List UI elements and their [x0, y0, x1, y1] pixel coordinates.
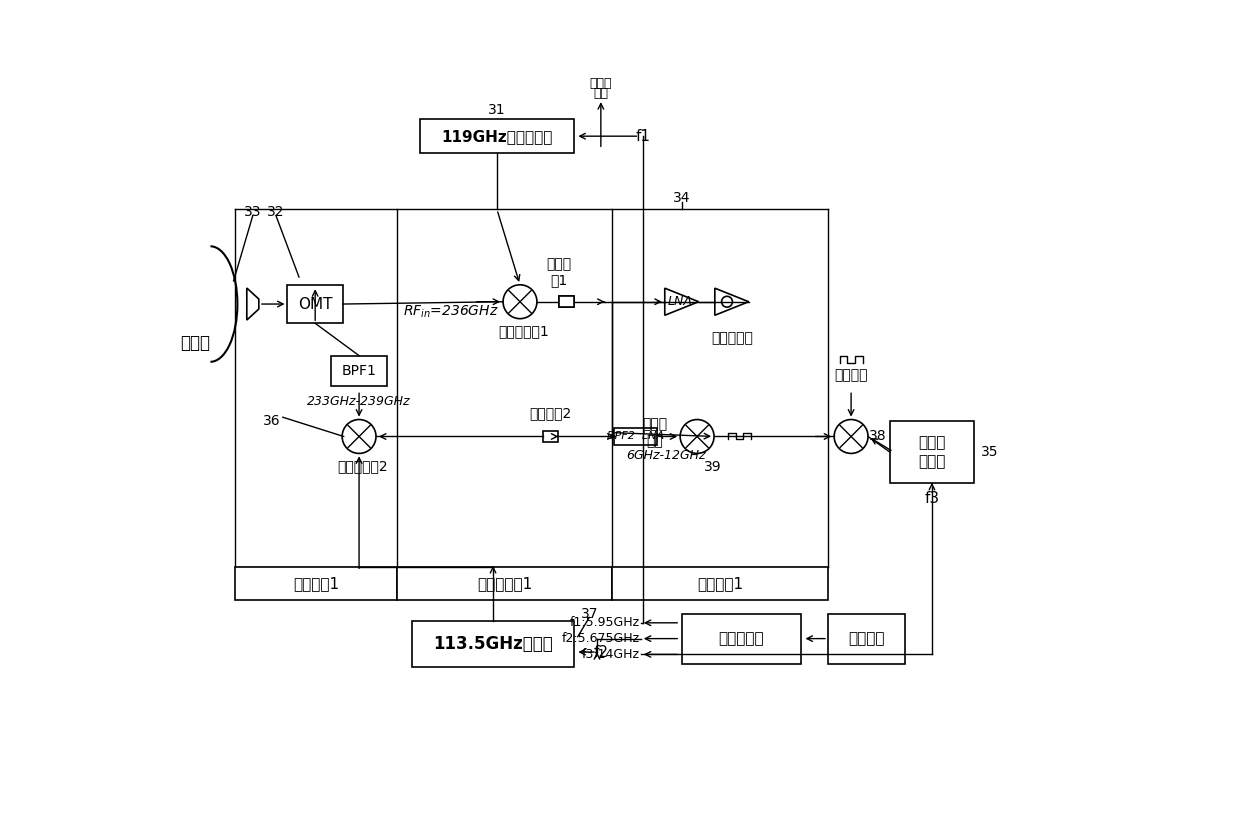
Bar [682, 614, 801, 663]
Text: BPF2  LNA: BPF2 LNA [606, 431, 665, 441]
Text: f1: f1 [636, 129, 651, 144]
Text: 6GHz-12GHz: 6GHz-12GHz [626, 449, 706, 462]
Text: 119GHz本振源模块: 119GHz本振源模块 [441, 129, 553, 144]
Text: 113.5GHz本振源: 113.5GHz本振源 [433, 636, 553, 654]
Text: 32: 32 [267, 204, 285, 219]
Text: 频率综合器: 频率综合器 [718, 631, 764, 646]
Bar [889, 421, 975, 483]
Text: f2: f2 [594, 645, 609, 659]
Text: 38: 38 [869, 430, 887, 444]
Bar [412, 621, 574, 667]
Text: 233GHz-239GHz: 233GHz-239GHz [308, 396, 410, 409]
Text: 36: 36 [263, 414, 281, 428]
Text: f1:5.95GHz: f1:5.95GHz [569, 616, 640, 629]
Bar [558, 296, 574, 307]
Text: 处理: 处理 [594, 86, 609, 99]
Text: $RF_{in}$=236GHz: $RF_{in}$=236GHz [403, 304, 498, 320]
Text: f2:5.675GHz: f2:5.675GHz [562, 632, 640, 646]
Text: 中频移相器: 中频移相器 [711, 331, 753, 346]
Bar [614, 428, 657, 445]
Text: LNA: LNA [667, 295, 693, 309]
Text: 中频共
矩本振: 中频共 矩本振 [919, 435, 946, 469]
Text: 33: 33 [244, 204, 262, 219]
Bar [543, 431, 558, 442]
Text: 37: 37 [580, 606, 598, 620]
Text: 35: 35 [981, 445, 998, 459]
Text: 34: 34 [673, 190, 691, 205]
Bar [828, 614, 905, 663]
Text: 31: 31 [489, 103, 506, 117]
Text: f3: f3 [924, 491, 940, 505]
Bar [613, 567, 828, 600]
Text: 谐波混频器1: 谐波混频器1 [498, 324, 549, 338]
Text: 基带模块: 基带模块 [835, 368, 868, 382]
Bar [236, 567, 397, 600]
Text: 中频混
频器: 中频混 频器 [642, 418, 667, 448]
Text: 反射面: 反射面 [180, 334, 210, 352]
Text: 至信号: 至信号 [589, 77, 613, 90]
Bar [331, 356, 387, 387]
Bar [420, 119, 574, 153]
Text: BPF1: BPF1 [342, 364, 377, 378]
Text: 太赫兹模块1: 太赫兹模块1 [477, 576, 532, 591]
Bar [397, 567, 613, 600]
Bar [558, 296, 574, 307]
Text: 天线模块1: 天线模块1 [293, 576, 339, 591]
Text: OMT: OMT [298, 296, 332, 312]
Text: 谐波混频器2: 谐波混频器2 [337, 459, 388, 473]
Text: f3:14GHz: f3:14GHz [582, 648, 640, 661]
Text: 高稳晶振: 高稳晶振 [848, 631, 885, 646]
Text: 中频接口2: 中频接口2 [529, 406, 572, 420]
Text: 39: 39 [703, 460, 722, 475]
Bar [288, 285, 343, 323]
Text: 中频接
口1: 中频接 口1 [546, 257, 572, 287]
Text: 中频模块1: 中频模块1 [697, 576, 743, 591]
